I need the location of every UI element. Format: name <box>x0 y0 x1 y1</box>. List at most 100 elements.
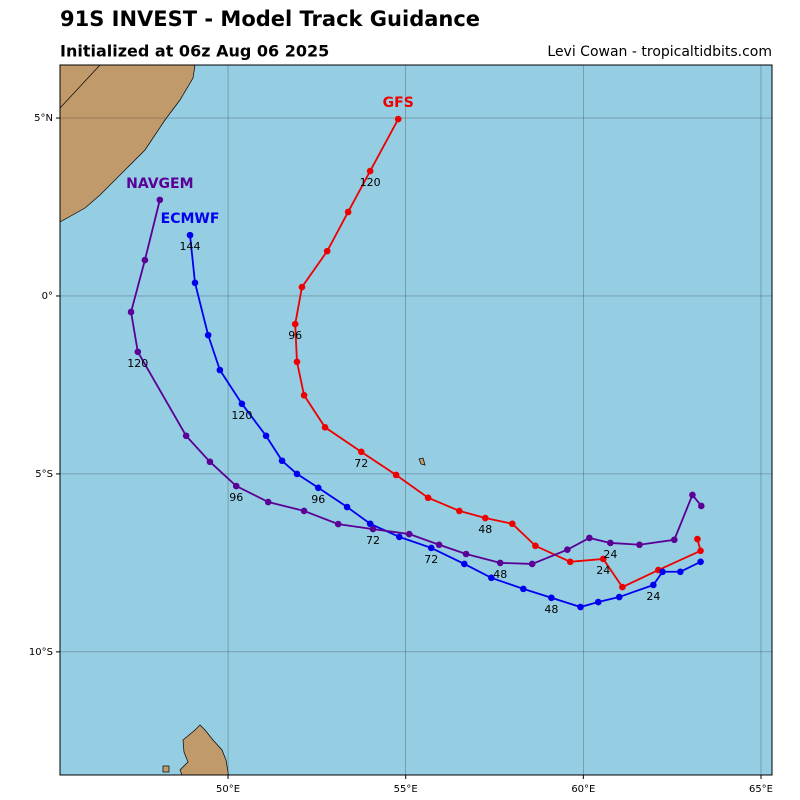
chart-title: 91S INVEST - Model Track Guidance <box>60 7 480 31</box>
track-point <box>694 535 701 543</box>
track-point <box>343 503 351 511</box>
model-name: NAVGEM <box>126 176 193 192</box>
track-point <box>594 598 602 606</box>
track-point <box>424 494 432 502</box>
hour-label: 48 <box>493 568 507 581</box>
hour-label: 96 <box>311 493 325 506</box>
y-tick-label: 10°S <box>29 647 53 658</box>
track-point <box>262 432 270 440</box>
track-point <box>435 541 443 549</box>
track-point <box>697 502 705 510</box>
track-point <box>191 279 199 287</box>
hour-label: 96 <box>288 329 302 342</box>
x-tick-label: 55°E <box>394 784 418 795</box>
track-point <box>697 558 704 566</box>
track-point <box>481 514 489 522</box>
track-point <box>134 348 142 356</box>
track-point <box>496 559 504 567</box>
track-point <box>519 585 527 593</box>
track-point <box>182 432 190 440</box>
hour-label: 72 <box>366 534 380 547</box>
track-point <box>689 491 696 499</box>
track-point <box>156 196 164 204</box>
track-point <box>321 423 329 431</box>
track-point <box>659 568 666 576</box>
x-tick-label: 60°E <box>571 784 595 795</box>
hour-label: 24 <box>603 548 617 561</box>
y-tick-label: 5°S <box>35 469 53 480</box>
y-tick-label: 5°N <box>34 113 53 124</box>
track-point <box>291 320 299 328</box>
track-point <box>636 541 643 549</box>
ocean <box>60 65 772 775</box>
track-line <box>294 118 702 589</box>
hour-label: 48 <box>478 523 492 536</box>
model-name: ECMWF <box>161 211 220 227</box>
track-point <box>599 555 607 563</box>
hour-label: 72 <box>354 457 368 470</box>
track-point <box>264 498 272 506</box>
track-point <box>548 594 555 602</box>
hour-label: 144 <box>180 240 201 253</box>
track-point <box>141 256 149 264</box>
hour-label: 120 <box>360 176 381 189</box>
hour-label: 24 <box>646 590 660 603</box>
track-point <box>334 520 342 528</box>
track-point <box>508 520 516 528</box>
track-point <box>293 358 301 366</box>
track-point <box>344 208 352 216</box>
track-point <box>314 484 322 492</box>
hour-label: 24 <box>596 564 610 577</box>
hour-label: 72 <box>424 553 438 566</box>
track-point <box>566 558 574 566</box>
hour-label: 120 <box>231 409 252 422</box>
track-point <box>300 391 308 399</box>
track-point <box>577 603 584 611</box>
hour-label: 120 <box>127 357 148 370</box>
track-line <box>189 235 701 608</box>
track-point <box>357 448 365 456</box>
track-point <box>392 471 400 479</box>
track-point <box>300 507 308 515</box>
y-tick-label: 0° <box>42 291 53 302</box>
track-point <box>366 167 374 175</box>
track-point <box>677 568 684 576</box>
x-tick-label: 50°E <box>216 784 240 795</box>
track-point <box>216 366 224 374</box>
track-point <box>461 560 468 568</box>
track-point <box>394 115 402 123</box>
track-point <box>238 400 246 408</box>
track-point <box>396 533 403 541</box>
track-point <box>697 547 704 555</box>
track-point <box>298 283 306 291</box>
track-point <box>369 525 377 533</box>
track-point <box>186 231 194 239</box>
frame <box>59 64 773 776</box>
hour-label: 96 <box>229 491 243 504</box>
land <box>60 65 426 775</box>
track-point <box>670 536 678 544</box>
track-point <box>127 308 135 316</box>
track-point <box>206 458 214 466</box>
track-point <box>323 247 331 255</box>
track-point <box>607 539 614 547</box>
track-point <box>366 520 374 528</box>
credit: Levi Cowan - tropicaltidbits.com <box>547 44 772 60</box>
track-point <box>586 534 593 542</box>
track-point <box>650 581 657 589</box>
track-point <box>456 507 463 515</box>
chart-subtitle: Initialized at 06z Aug 06 2025 <box>60 42 329 61</box>
track-point <box>615 593 623 601</box>
track-point <box>532 542 539 550</box>
track-point <box>405 530 413 538</box>
model-name: GFS <box>383 95 414 111</box>
track-point <box>427 544 435 552</box>
track-point <box>204 331 212 339</box>
x-tick-label: 65°E <box>749 784 773 795</box>
track-point <box>278 457 286 465</box>
track-point <box>293 470 301 478</box>
track-point <box>564 546 571 554</box>
track-point <box>488 574 495 582</box>
track-point <box>232 482 240 490</box>
track-point <box>528 560 536 568</box>
